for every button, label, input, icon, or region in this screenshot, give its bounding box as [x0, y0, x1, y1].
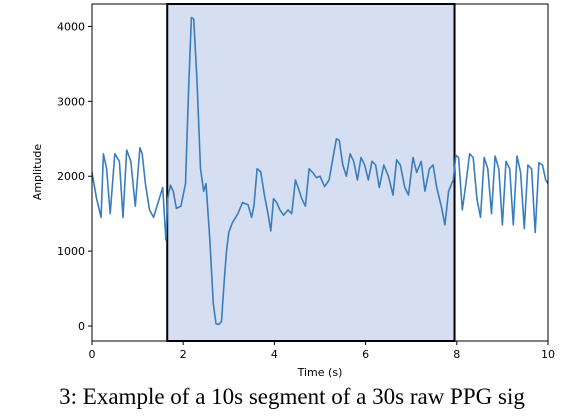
figure-caption: 3: Example of a 10s segment of a 30s raw… — [59, 384, 525, 409]
x-axis-label: Time (s) — [297, 366, 343, 379]
y-tick-label: 3000 — [57, 95, 85, 108]
y-tick-label: 0 — [78, 320, 85, 333]
y-tick-label: 1000 — [57, 245, 85, 258]
ppg-chart: 0 2 4 6 8 10 0 1000 2000 3000 4000 Time (s) Ampli… — [31, 3, 555, 379]
plot-frame — [91, 3, 549, 342]
x-tick-label: 0 — [89, 348, 96, 361]
x-axis: 0 2 4 6 8 10 — [89, 341, 555, 361]
ppg-signal-line — [91, 16, 549, 326]
highlight-region — [166, 3, 456, 342]
x-tick-label: 8 — [453, 348, 460, 361]
x-tick-label: 2 — [180, 348, 187, 361]
x-tick-label: 6 — [362, 348, 369, 361]
y-tick-label: 2000 — [57, 170, 85, 183]
y-tick-label: 4000 — [57, 20, 85, 33]
x-tick-label: 10 — [541, 348, 555, 361]
x-tick-label: 4 — [271, 348, 278, 361]
y-axis-label: Amplitude — [31, 144, 44, 201]
y-axis: 0 1000 2000 3000 4000 — [57, 20, 92, 333]
